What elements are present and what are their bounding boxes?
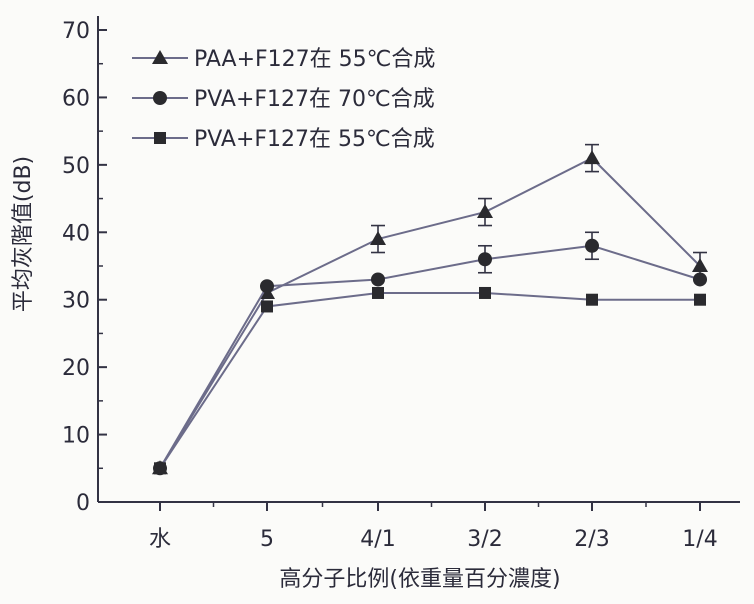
series-line xyxy=(159,244,701,469)
y-axis-title: 平均灰階值(dB) xyxy=(11,156,36,312)
x-tick-label: 1/4 xyxy=(682,527,717,552)
series-line xyxy=(159,291,700,469)
series-layer xyxy=(152,143,708,476)
circle-marker xyxy=(371,272,385,287)
circle-marker xyxy=(693,272,707,287)
square-marker xyxy=(694,293,706,306)
y-tick-label: 20 xyxy=(62,356,90,381)
series-line xyxy=(159,156,701,469)
y-tick-label: 0 xyxy=(76,491,90,516)
square-marker xyxy=(154,462,166,475)
circle-marker xyxy=(260,279,274,294)
legend-label: PVA+F127在 70℃合成 xyxy=(194,87,435,112)
y-tick-label: 10 xyxy=(62,424,90,449)
square-marker xyxy=(372,286,384,299)
circle-marker xyxy=(153,91,167,105)
legend-label: PAA+F127在 55℃合成 xyxy=(194,47,435,72)
y-tick-label: 50 xyxy=(62,154,90,179)
triangle-marker xyxy=(584,150,600,165)
triangle-marker xyxy=(692,258,708,272)
triangle-marker xyxy=(152,50,168,64)
triangle-marker xyxy=(477,204,493,219)
x-axis-title: 高分子比例(依重量百分濃度) xyxy=(279,567,560,592)
circle-marker xyxy=(585,238,599,253)
axes: 0 10 20 30 40 50 60 70 水 5 4/1 3/2 2/3 1/4 xyxy=(62,16,740,552)
square-marker xyxy=(261,300,273,313)
x-tick-label: 2/3 xyxy=(574,527,609,552)
circle-marker xyxy=(478,252,492,267)
square-marker xyxy=(479,286,491,299)
series-circle xyxy=(153,231,707,476)
x-tick-label: 5 xyxy=(260,527,274,552)
legend: PAA+F127在 55℃合成 PVA+F127在 70℃合成 PVA+F127在 … xyxy=(132,47,435,152)
y-tick-label: 30 xyxy=(62,289,90,314)
y-tick-label: 60 xyxy=(62,86,90,111)
legend-label: PVA+F127在 55℃合成 xyxy=(194,127,435,152)
square-marker xyxy=(586,293,598,306)
y-tick-label: 40 xyxy=(62,221,90,246)
series-square xyxy=(154,286,706,475)
x-tick-label: 水 xyxy=(149,527,171,552)
y-tick-label: 70 xyxy=(62,19,90,44)
square-marker xyxy=(154,132,166,144)
series-triangle xyxy=(152,143,708,475)
triangle-marker xyxy=(370,231,386,246)
x-tick-label: 3/2 xyxy=(467,527,502,552)
x-tick-label: 4/1 xyxy=(360,527,395,552)
